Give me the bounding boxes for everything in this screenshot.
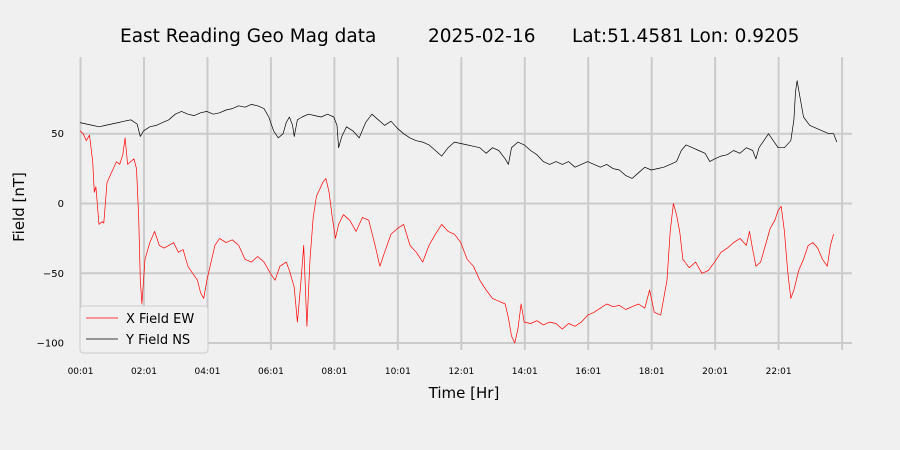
legend-label-y-field: Y Field NS	[125, 333, 190, 348]
x-tick-label: 02:01	[131, 367, 157, 377]
x-tick-label: 00:01	[68, 367, 94, 377]
x-tick-label: 08:01	[321, 367, 347, 377]
legend-label-x-field: X Field EW	[126, 312, 194, 327]
legend: X Field EW Y Field NS	[79, 305, 209, 354]
x-tick-label: 18:01	[639, 367, 665, 377]
x-tick-labels: 00:01 02:01 04:01 06:01 08:01 10:01 12:01 14:01…	[68, 367, 792, 377]
x-tick-label: 12:01	[448, 367, 474, 377]
y-tick-label: −100	[37, 339, 64, 350]
y-tick-label: −50	[43, 269, 64, 280]
x-tick-label: 04:01	[194, 367, 220, 377]
x-field-line	[79, 130, 834, 344]
chart-title: East Reading Geo Mag data 2025-02-16 Lat…	[120, 26, 799, 47]
x-tick-label: 16:01	[575, 367, 601, 377]
title-date: 2025-02-16	[428, 26, 536, 47]
y-tick-label: 0	[58, 199, 64, 210]
title-location: Lat:51.4581 Lon: 0.9205	[572, 26, 799, 47]
x-tick-label: 14:01	[512, 367, 538, 377]
x-tick-label: 10:01	[385, 367, 411, 377]
x-tick-label: 06:01	[258, 367, 284, 377]
x-tick-label: 20:01	[702, 367, 728, 377]
title-station: East Reading Geo Mag data	[120, 26, 376, 47]
x-axis-label: Time [Hr]	[428, 384, 500, 402]
x-tick-label: 22:01	[766, 367, 792, 377]
plot-series	[79, 80, 838, 344]
y-axis-label: Field [nT]	[10, 172, 28, 242]
y-field-line	[79, 80, 838, 179]
y-tick-label: 50	[51, 129, 64, 140]
y-tick-labels: 50 0 −50 −100	[37, 129, 64, 349]
